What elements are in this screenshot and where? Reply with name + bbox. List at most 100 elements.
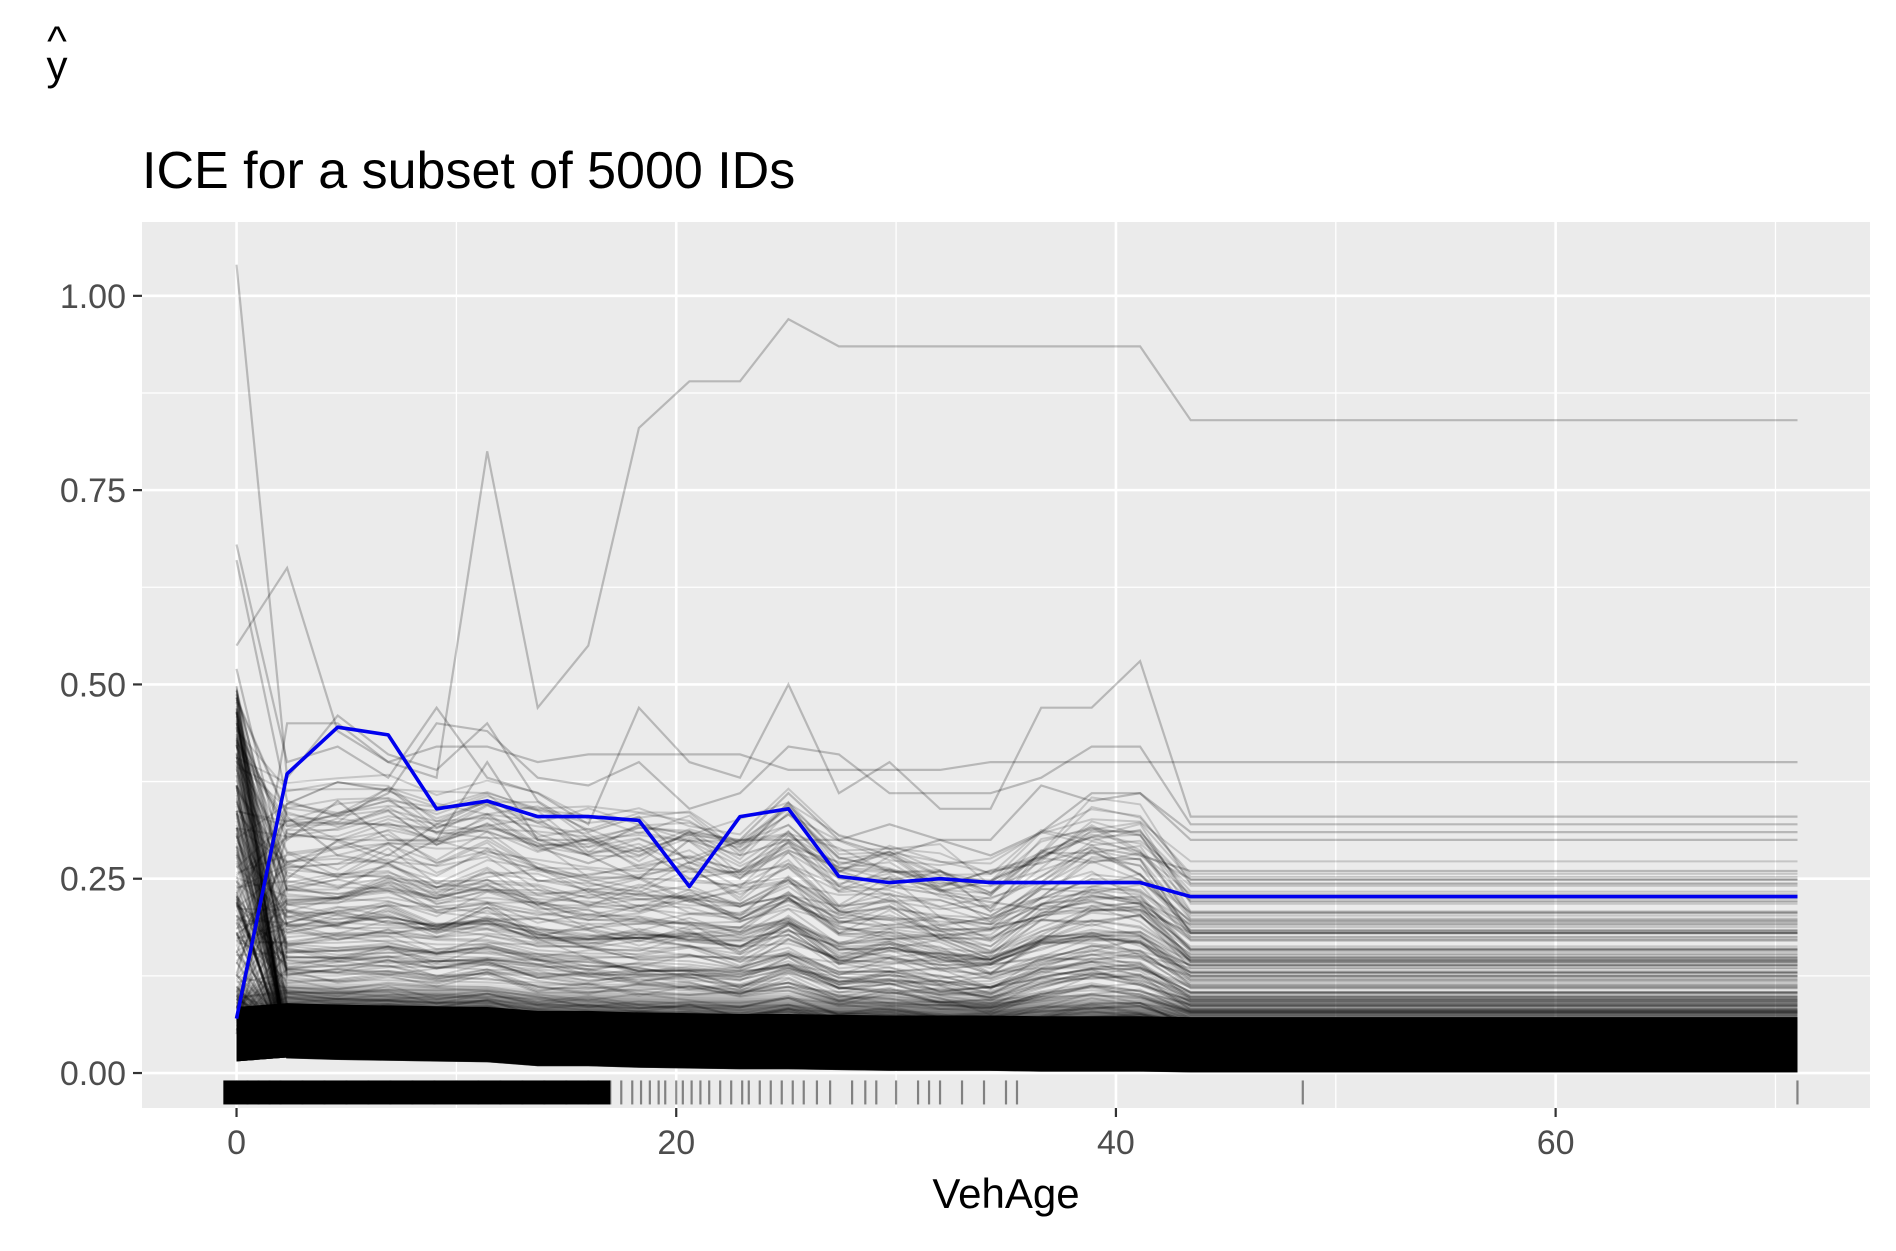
ice-line <box>235 990 1798 1071</box>
ice-line <box>235 795 1798 1022</box>
ice-line <box>235 910 1798 1021</box>
ice-line <box>235 785 1798 970</box>
ice-line <box>235 729 1798 898</box>
ice-line <box>235 801 1798 987</box>
ice-line <box>235 712 1798 1006</box>
ice-line <box>235 1005 1798 1073</box>
ice-line <box>235 934 1798 1012</box>
ice-line <box>235 760 1798 1016</box>
ice-line <box>235 849 1798 1072</box>
ice-line <box>235 830 1798 965</box>
ice-line <box>235 800 1798 977</box>
ice-line <box>236 756 1798 886</box>
ice-line <box>235 919 1798 1044</box>
ice-line <box>235 693 1798 1065</box>
ice-line <box>235 879 1798 1028</box>
ice-line <box>235 903 1798 1002</box>
ice-line <box>235 985 1798 1067</box>
ice-line <box>235 784 1798 1069</box>
ice-line <box>235 997 1798 1052</box>
y-axis-label: y <box>47 42 68 89</box>
ice-line <box>235 920 1798 1014</box>
rug <box>223 1080 1799 1105</box>
ice-line <box>236 964 1798 1007</box>
ice-line <box>235 827 1798 934</box>
ice-line <box>235 815 1798 1047</box>
ice-line <box>235 713 1798 1073</box>
ice-line <box>235 854 1798 1068</box>
ice-line <box>235 797 1798 913</box>
ice-line <box>235 995 1798 1063</box>
ice-line <box>235 894 1798 1070</box>
ice-line <box>235 722 1798 978</box>
ice-line <box>236 818 1798 921</box>
ice-line <box>235 810 1798 1032</box>
ice-line <box>235 756 1798 932</box>
ice-line <box>235 914 1798 994</box>
ice-line <box>235 799 1798 914</box>
ice-line <box>235 974 1798 1048</box>
ice-line <box>236 999 1798 1031</box>
ice-line <box>235 711 1798 1068</box>
ice-line <box>235 784 1798 1073</box>
ice-line <box>235 810 1798 974</box>
ice-line <box>235 792 1798 953</box>
ice-line <box>235 710 1798 1069</box>
ice-line <box>235 686 1798 1073</box>
ice-line <box>235 842 1798 1053</box>
ice-line <box>235 694 1798 1068</box>
ice-line-highlight <box>235 559 1798 826</box>
ice-line <box>235 897 1798 1072</box>
ice-line <box>235 741 1798 910</box>
x-tick-label: 60 <box>1537 1124 1575 1162</box>
ice-line <box>235 794 1798 1067</box>
ice-line <box>235 810 1798 1073</box>
ice-line <box>235 902 1798 1007</box>
ice-line <box>236 931 1798 983</box>
ice-line <box>235 895 1798 1003</box>
ice-line <box>236 905 1798 974</box>
ice-line <box>235 953 1798 1040</box>
ice-line <box>235 922 1798 1066</box>
ice-line <box>235 685 1798 1061</box>
pd-line <box>234 725 1798 1019</box>
ice-line <box>235 846 1798 1036</box>
chart-title: ICE for a subset of 5000 IDs <box>142 142 795 200</box>
ice-line <box>235 697 1798 1042</box>
ice-line <box>235 1007 1798 1073</box>
ice-line <box>235 769 1798 951</box>
ice-line <box>235 738 1798 1072</box>
ice-line <box>236 909 1798 975</box>
ice-line <box>235 715 1798 1047</box>
ice-line <box>235 998 1798 1073</box>
ice-line <box>236 1024 1798 1058</box>
ice-line <box>235 801 1798 1004</box>
ice-line <box>235 712 1798 1073</box>
ice-line <box>235 745 1798 1056</box>
x-tick-label: 40 <box>1097 1124 1135 1162</box>
ice-line <box>235 752 1798 1028</box>
ice-line <box>235 943 1798 1071</box>
ice-line <box>235 931 1798 1069</box>
ice-line <box>235 708 1798 1072</box>
ice-line <box>235 835 1798 1020</box>
ice-line <box>235 905 1798 1052</box>
ice-line <box>235 1015 1798 1072</box>
ice-line-highlight <box>235 722 1798 857</box>
ice-line <box>235 690 1798 959</box>
y-tick-label: 0.75 <box>60 472 126 510</box>
ice-line <box>235 813 1798 942</box>
ice-line <box>235 764 1798 1071</box>
ice-line <box>235 862 1798 1073</box>
ice-line <box>235 792 1798 1073</box>
ice-line <box>236 906 1798 978</box>
ice-line <box>235 854 1798 967</box>
y-tick-label: 0.00 <box>60 1055 126 1093</box>
ice-line <box>235 726 1798 1067</box>
ice-line <box>235 994 1798 1072</box>
ice-line <box>235 697 1798 1021</box>
ice-line <box>235 961 1798 1056</box>
ice-line <box>235 815 1798 1032</box>
ice-line <box>235 826 1798 975</box>
ice-line <box>235 811 1798 1056</box>
